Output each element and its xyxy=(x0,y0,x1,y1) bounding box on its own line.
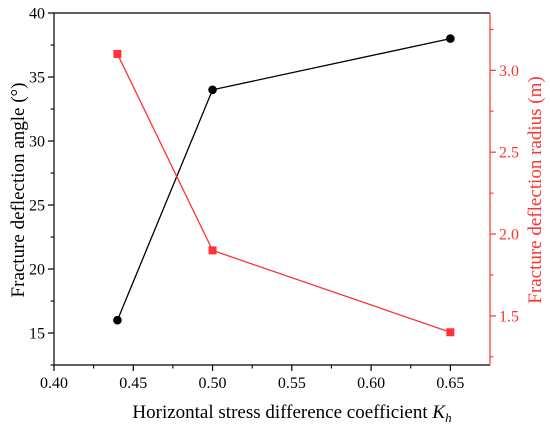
deflection-radius-point xyxy=(208,246,217,255)
deflection-angle-point xyxy=(446,34,455,43)
left-y-tick-label: 35 xyxy=(29,70,45,87)
right-y-axis: 1.5 2.0 2.5 3.0 xyxy=(490,28,519,358)
x-axis-label: Horizontal stress difference coefficient… xyxy=(132,402,451,425)
deflection-radius-series-line xyxy=(116,53,451,333)
x-axis: 0.40 0.45 0.50 0.55 0.60 0.65 xyxy=(40,365,464,392)
deflection-radius-point xyxy=(446,328,455,337)
deflection-angle-point xyxy=(208,85,217,95)
left-y-tick-label: 40 xyxy=(29,6,45,23)
right-y-tick-label: 2.0 xyxy=(499,227,519,244)
right-y-tick-label: 1.5 xyxy=(499,308,519,325)
x-tick-label: 0.60 xyxy=(357,375,385,392)
x-tick-label: 0.40 xyxy=(40,375,68,392)
left-y-tick-label: 20 xyxy=(29,262,45,279)
x-tick-label: 0.65 xyxy=(436,375,464,392)
x-tick-label: 0.50 xyxy=(199,375,227,392)
right-y-axis-label: Fracture deflection radius (m) xyxy=(525,76,546,303)
right-y-tick-label: 3.0 xyxy=(499,63,519,80)
x-tick-label: 0.55 xyxy=(278,375,306,392)
left-y-axis: 15 20 25 30 35 40 xyxy=(29,6,54,366)
deflection-angle-series-line xyxy=(116,37,451,321)
left-y-tick-label: 15 xyxy=(29,326,45,343)
x-tick-label: 0.45 xyxy=(119,375,147,392)
plot-frame xyxy=(53,12,491,366)
left-y-axis-label: Fracture deflection angle (°) xyxy=(8,83,29,298)
series-layer xyxy=(113,34,455,337)
left-y-tick-label: 30 xyxy=(29,134,45,151)
right-y-tick-label: 2.5 xyxy=(499,145,519,162)
deflection-angle-point xyxy=(113,315,122,325)
left-y-tick-label: 25 xyxy=(29,198,45,215)
deflection-radius-point xyxy=(113,49,122,58)
